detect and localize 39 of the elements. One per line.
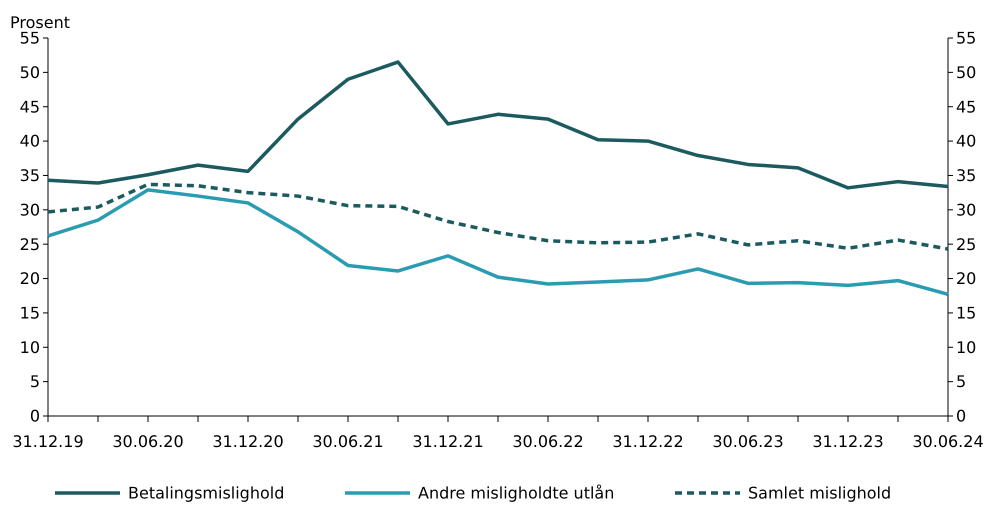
x-tick-label: 31.12.23 (812, 432, 884, 451)
y2-tick-label: 30 (956, 200, 976, 220)
y-tick-label: 0 (30, 406, 40, 426)
y-tick-label: 20 (20, 269, 40, 288)
y2-tick-label: 40 (956, 132, 976, 151)
legend-label: Betalingsmislighold (128, 484, 284, 503)
y-tick-label: 35 (20, 166, 40, 186)
legend-label: Samlet mislighold (748, 484, 892, 503)
y-tick-label: 15 (20, 304, 40, 323)
y2-tick-label: 55 (956, 28, 976, 48)
line-series (46, 188, 950, 296)
x-tick-label: 30.06.22 (512, 432, 584, 451)
line-series (46, 60, 950, 190)
x-tick-label: 31.12.21 (412, 432, 484, 451)
y2-tick-label: 0 (956, 406, 966, 426)
y-tick-label: 45 (20, 97, 40, 116)
y-tick-label: 25 (20, 234, 40, 254)
x-tick-label: 31.12.22 (612, 432, 684, 451)
x-tick-label: 31.12.19 (12, 432, 84, 451)
y2-tick-label: 20 (956, 269, 976, 288)
x-tick-label: 30.06.24 (912, 432, 984, 451)
x-tick-label: 30.06.20 (112, 432, 184, 451)
y2-tick-label: 35 (956, 166, 976, 186)
legend-label: Andre misligholdte utlån (418, 484, 614, 503)
y2-tick-label: 45 (956, 97, 976, 116)
y-tick-label: 30 (20, 200, 40, 220)
y2-tick-label: 15 (956, 304, 976, 323)
y2-tick-label: 25 (956, 234, 976, 254)
y2-tick-label: 10 (956, 338, 976, 357)
y-tick-label: 10 (20, 338, 40, 357)
y2-tick-label: 50 (956, 62, 976, 82)
x-tick-label: 30.06.21 (312, 432, 384, 451)
y-tick-label: 40 (20, 132, 40, 151)
line-series (46, 182, 950, 251)
x-tick-label: 30.06.23 (712, 432, 784, 451)
y2-tick-label: 5 (956, 372, 966, 392)
x-tick-label: 31.12.20 (212, 432, 284, 451)
y-tick-label: 5 (30, 372, 40, 392)
y-tick-label: 50 (20, 62, 40, 82)
